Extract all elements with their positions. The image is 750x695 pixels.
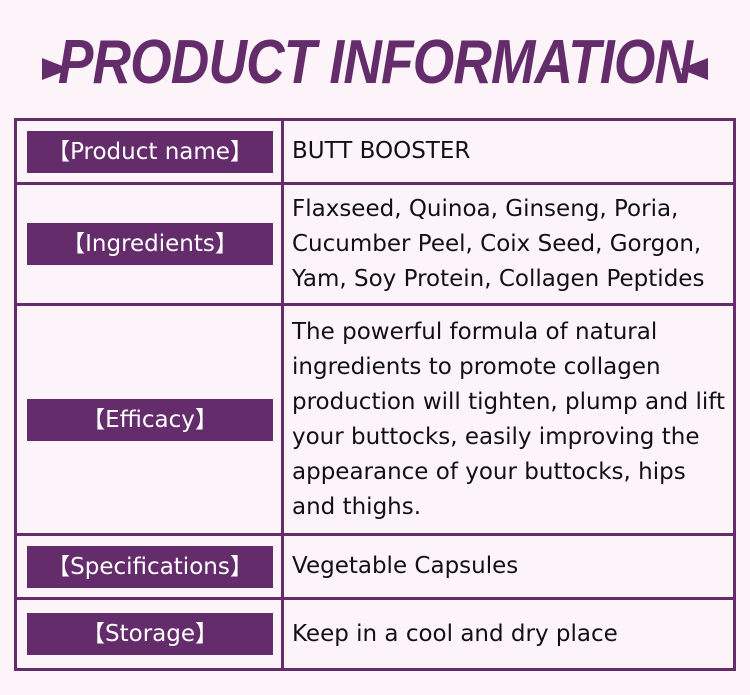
product-info-table: 【Product name】 BUTT BOOSTER 【Ingredients】… [14, 118, 736, 671]
row-label: 【Storage】 [27, 613, 273, 655]
row-label: 【Efficacy】 [27, 398, 273, 441]
row-label: 【Ingredients】 [27, 223, 273, 265]
row-label: 【Specifications】 [27, 545, 273, 588]
table-row: 【Storage】 Keep in a cool and dry place [14, 597, 736, 671]
table-row: 【Specifications】 Vegetable Capsules [14, 533, 736, 600]
row-value: BUTT BOOSTER [281, 118, 736, 185]
row-value: Vegetable Capsules [281, 533, 736, 600]
row-value: Keep in a cool and dry place [281, 597, 736, 671]
page-title: PRODUCT INFORMATION [57, 28, 693, 97]
arrow-right-icon [42, 58, 70, 80]
row-value: Flaxseed, Quinoa, Ginseng, Poria, Cucumb… [281, 182, 736, 306]
row-label: 【Product name】 [27, 130, 273, 173]
row-value: The powerful formula of natural ingredie… [281, 303, 736, 536]
table-row: 【Efficacy】 The powerful formula of natura… [14, 303, 736, 536]
arrow-left-icon [680, 58, 708, 80]
table-row: 【Ingredients】 Flaxseed, Quinoa, Ginseng, … [14, 182, 736, 306]
table-row: 【Product name】 BUTT BOOSTER [14, 118, 736, 185]
